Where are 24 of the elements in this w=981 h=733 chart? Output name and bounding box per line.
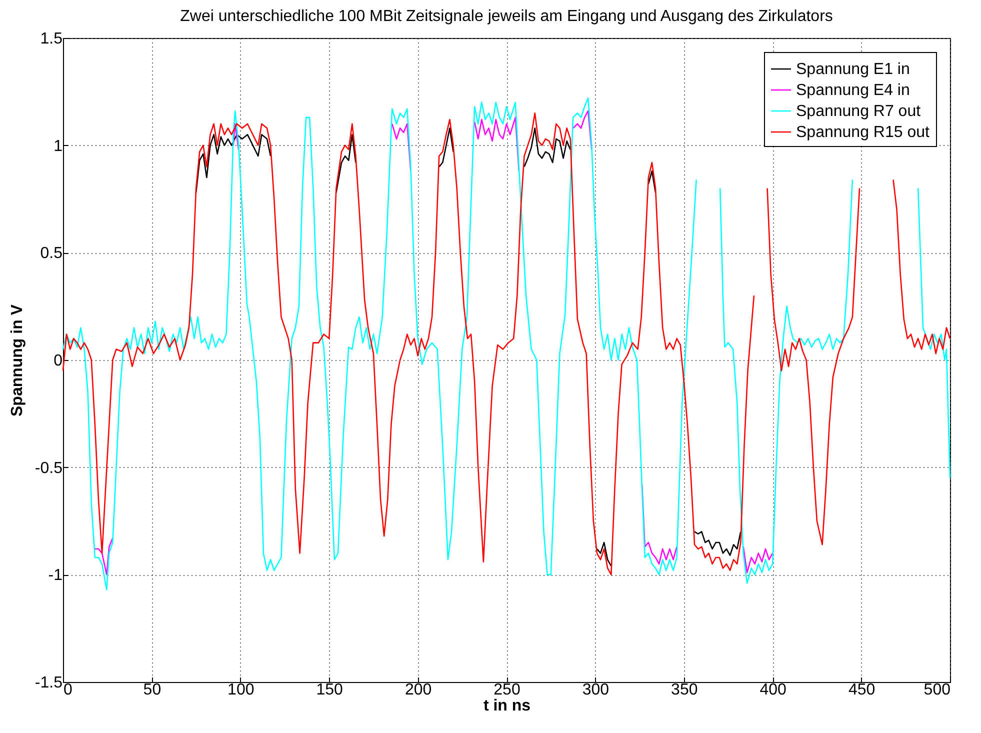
x-tick-label: 400 — [760, 682, 787, 698]
legend-label: Spannung E4 in — [796, 82, 910, 99]
x-tick-label: 350 — [671, 682, 698, 698]
x-tick-label: 450 — [848, 682, 876, 698]
chart-title: Zwei unterschiedliche 100 MBit Zeitsignale jeweils am Eingang und Ausgang des Zirkulators — [180, 8, 833, 25]
x-tick-label: 200 — [404, 682, 432, 698]
y-tick-label: -1.5 — [34, 674, 63, 692]
y-tick-label: -0.5 — [34, 460, 63, 477]
x-tick-label: 50 — [143, 682, 162, 698]
y-tick-label: 0 — [54, 352, 63, 370]
y-tick-label: -1 — [48, 567, 63, 584]
x-tick-label: 150 — [316, 682, 344, 698]
x-tick-label: 250 — [494, 682, 520, 698]
y-axis-title: Spannung in V — [8, 304, 26, 416]
legend-label: Spannung E1 in — [796, 61, 910, 78]
x-tick-label: 100 — [228, 682, 254, 698]
legend-label: Spannung R15 out — [796, 124, 930, 141]
y-tick-label: 1 — [54, 138, 63, 155]
legend-label: Spannung R7 out — [796, 103, 922, 120]
y-tick-label: 1.5 — [40, 30, 63, 48]
y-tick-label: 0.5 — [40, 245, 63, 262]
x-tick-label: 500 — [924, 682, 951, 698]
x-tick-label: 300 — [582, 682, 610, 698]
x-axis-title: t in ns — [483, 698, 531, 714]
